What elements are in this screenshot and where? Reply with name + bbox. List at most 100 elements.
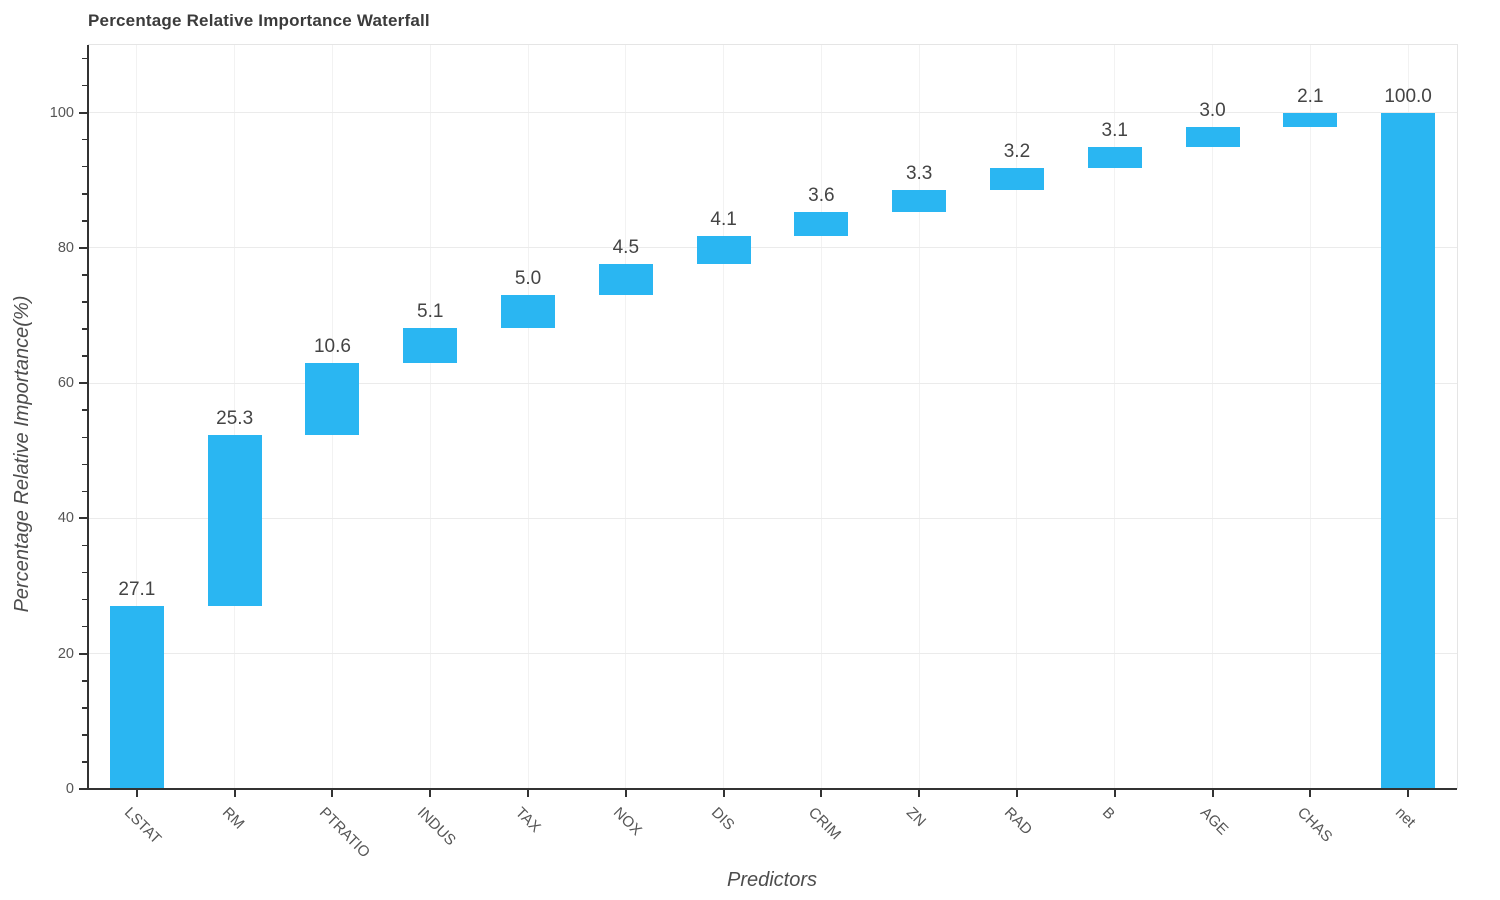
- x-tick-label: B: [1098, 804, 1118, 824]
- v-gridline: [234, 45, 236, 789]
- x-tick: [918, 789, 921, 797]
- v-gridline: [136, 45, 138, 789]
- v-gridline: [918, 45, 920, 789]
- x-tick: [722, 789, 725, 797]
- x-tick: [1407, 789, 1410, 797]
- v-gridline: [1212, 45, 1214, 789]
- x-tick-label: CRIM: [805, 804, 845, 844]
- x-tick-label: AGE: [1196, 804, 1231, 839]
- x-tick-label: CHAS: [1294, 804, 1336, 846]
- waterfall-bar: [1087, 147, 1142, 169]
- x-tick: [233, 789, 236, 797]
- h-gridline: [88, 517, 1457, 519]
- x-tick-label: RAD: [1000, 804, 1036, 839]
- x-tick: [1113, 789, 1116, 797]
- y-axis-title: Percentage Relative Importance(%): [11, 295, 33, 613]
- x-tick-label: TAX: [512, 804, 544, 836]
- x-tick-label: NOX: [609, 804, 645, 840]
- bar-value-label: 4.5: [612, 237, 640, 259]
- x-tick: [1309, 789, 1312, 797]
- y-tick-label: 60: [57, 375, 74, 392]
- h-gridline: [88, 112, 1457, 114]
- x-tick: [135, 789, 138, 797]
- y-tick-label: 100: [49, 104, 74, 121]
- x-tick: [331, 789, 334, 797]
- x-tick-label: PTRATIO: [316, 804, 374, 862]
- x-axis-title: Predictors: [726, 869, 818, 891]
- y-minor-tick: [82, 301, 87, 303]
- waterfall-bar: [1283, 112, 1338, 127]
- v-gridline: [1114, 45, 1116, 789]
- bar-value-label: 2.1: [1297, 85, 1324, 107]
- y-minor-tick: [82, 328, 87, 330]
- chart-title: Percentage Relative Importance Waterfall: [88, 11, 430, 30]
- x-tick-label: RM: [218, 804, 248, 833]
- bar-value-label: 5.0: [514, 267, 542, 289]
- y-minor-tick: [82, 707, 87, 709]
- h-gridline: [88, 247, 1457, 249]
- y-minor-tick: [82, 463, 87, 466]
- bar-value-label: 100.0: [1384, 85, 1432, 107]
- x-tick-label: DIS: [707, 804, 738, 834]
- h-gridline: [88, 653, 1457, 655]
- y-minor-tick: [82, 57, 87, 60]
- bar-value-label: 3.3: [905, 162, 933, 184]
- y-tick: [79, 788, 87, 790]
- v-gridline: [820, 45, 822, 789]
- bar-value-label: 27.1: [118, 578, 156, 600]
- y-minor-tick: [82, 165, 87, 168]
- y-minor-tick: [82, 544, 87, 547]
- x-tick: [1015, 789, 1018, 797]
- waterfall-bar: [696, 236, 751, 265]
- x-tick: [429, 789, 432, 797]
- y-minor-tick: [82, 598, 87, 601]
- x-tick: [1211, 789, 1214, 797]
- waterfall-bar: [305, 362, 360, 435]
- y-minor-tick: [82, 571, 87, 574]
- x-tick-label: INDUS: [414, 804, 460, 850]
- x-tick-label: net: [1392, 804, 1419, 831]
- waterfall-bar: [1381, 112, 1436, 789]
- waterfall-bar: [207, 434, 262, 606]
- y-tick: [79, 517, 87, 520]
- bar-value-label: 3.2: [1003, 141, 1031, 163]
- v-gridline: [625, 45, 627, 789]
- y-minor-tick: [82, 138, 87, 141]
- y-minor-tick: [82, 220, 87, 222]
- y-minor-tick: [82, 625, 87, 628]
- h-gridline: [88, 382, 1457, 384]
- v-gridline: [429, 45, 431, 789]
- y-axis-line: [87, 45, 89, 790]
- bar-value-label: 3.6: [808, 185, 835, 207]
- y-minor-tick: [82, 680, 87, 682]
- y-minor-tick: [82, 84, 87, 87]
- x-tick: [624, 789, 627, 797]
- y-tick: [79, 111, 87, 114]
- bar-value-label: 3.1: [1101, 120, 1128, 142]
- v-gridline: [1016, 45, 1018, 789]
- x-tick: [527, 789, 530, 797]
- y-minor-tick: [82, 274, 87, 276]
- v-gridline: [1309, 45, 1311, 789]
- y-tick-label: 80: [57, 239, 74, 256]
- y-tick-label: 0: [65, 781, 74, 797]
- waterfall-bar: [1185, 126, 1240, 148]
- y-minor-tick: [82, 409, 87, 411]
- x-tick-label: LSTAT: [120, 804, 165, 848]
- x-tick: [820, 789, 823, 797]
- y-minor-tick: [82, 490, 87, 493]
- bar-value-label: 3.0: [1199, 99, 1226, 121]
- waterfall-bar: [403, 328, 458, 363]
- plot-area: 27.1 LSTAT 25.3 RM 10.6 PTRATIO 5.1 INDUS 5.0 TAX…: [50, 44, 1458, 861]
- y-minor-tick: [82, 193, 87, 195]
- bar-value-label: 25.3: [216, 407, 254, 429]
- waterfall-bar: [989, 168, 1044, 190]
- waterfall-bar: [598, 264, 653, 295]
- x-axis-line: [87, 788, 1457, 790]
- y-tick-label: 20: [57, 645, 74, 662]
- y-minor-tick: [82, 734, 87, 736]
- y-tick: [79, 382, 87, 385]
- v-gridline: [527, 45, 529, 789]
- bar-value-label: 4.1: [710, 209, 737, 231]
